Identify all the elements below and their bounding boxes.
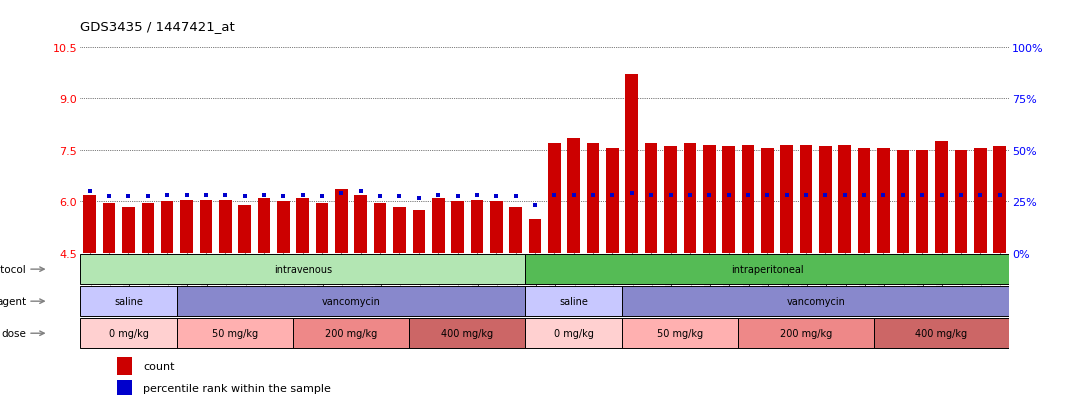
- Text: 0 mg/kg: 0 mg/kg: [554, 328, 594, 338]
- Text: 200 mg/kg: 200 mg/kg: [325, 328, 377, 338]
- Text: protocol: protocol: [0, 264, 27, 275]
- Bar: [161, 202, 173, 254]
- FancyBboxPatch shape: [874, 319, 1009, 348]
- Bar: [703, 145, 716, 254]
- Text: 50 mg/kg: 50 mg/kg: [211, 328, 258, 338]
- Bar: [117, 380, 132, 395]
- Bar: [684, 144, 696, 254]
- Bar: [916, 150, 928, 254]
- Bar: [219, 200, 232, 254]
- Bar: [722, 147, 735, 254]
- Text: agent: agent: [0, 297, 27, 306]
- Bar: [858, 149, 870, 254]
- FancyBboxPatch shape: [525, 255, 1009, 284]
- Bar: [529, 219, 541, 254]
- FancyBboxPatch shape: [525, 319, 622, 348]
- Text: vancomycin: vancomycin: [321, 297, 380, 306]
- Bar: [238, 205, 251, 254]
- Bar: [412, 211, 425, 254]
- Bar: [664, 147, 677, 254]
- Bar: [297, 199, 309, 254]
- FancyBboxPatch shape: [80, 287, 177, 316]
- Bar: [471, 200, 483, 254]
- Bar: [838, 145, 851, 254]
- Bar: [548, 144, 561, 254]
- Bar: [877, 149, 890, 254]
- Bar: [335, 190, 348, 254]
- Text: 400 mg/kg: 400 mg/kg: [915, 328, 968, 338]
- Bar: [781, 145, 792, 254]
- Bar: [117, 357, 132, 375]
- FancyBboxPatch shape: [738, 319, 874, 348]
- Bar: [645, 144, 658, 254]
- Bar: [316, 204, 328, 254]
- Text: dose: dose: [1, 328, 27, 338]
- Text: intravenous: intravenous: [273, 264, 332, 275]
- Bar: [431, 199, 444, 254]
- Bar: [355, 195, 367, 254]
- Bar: [607, 149, 618, 254]
- Bar: [896, 150, 909, 254]
- FancyBboxPatch shape: [177, 287, 525, 316]
- FancyBboxPatch shape: [80, 255, 525, 284]
- FancyBboxPatch shape: [409, 319, 525, 348]
- FancyBboxPatch shape: [622, 319, 738, 348]
- FancyBboxPatch shape: [293, 319, 409, 348]
- Text: 0 mg/kg: 0 mg/kg: [109, 328, 148, 338]
- Bar: [800, 145, 813, 254]
- Bar: [277, 202, 289, 254]
- Bar: [142, 204, 154, 254]
- Bar: [257, 199, 270, 254]
- Bar: [955, 150, 968, 254]
- Bar: [741, 145, 754, 254]
- Bar: [509, 207, 522, 254]
- Bar: [200, 200, 213, 254]
- FancyBboxPatch shape: [622, 287, 1009, 316]
- Bar: [761, 149, 773, 254]
- Bar: [83, 195, 96, 254]
- Bar: [819, 147, 832, 254]
- Bar: [103, 204, 115, 254]
- Bar: [490, 202, 503, 254]
- Bar: [993, 147, 1006, 254]
- Text: intraperitoneal: intraperitoneal: [731, 264, 803, 275]
- Text: GDS3435 / 1447421_at: GDS3435 / 1447421_at: [80, 20, 235, 33]
- Text: vancomycin: vancomycin: [786, 297, 845, 306]
- Bar: [567, 138, 580, 254]
- Bar: [393, 207, 406, 254]
- Text: 200 mg/kg: 200 mg/kg: [780, 328, 832, 338]
- Text: percentile rank within the sample: percentile rank within the sample: [143, 383, 331, 393]
- Bar: [374, 204, 387, 254]
- Bar: [626, 75, 638, 254]
- Text: 400 mg/kg: 400 mg/kg: [441, 328, 493, 338]
- Bar: [180, 200, 193, 254]
- Text: saline: saline: [114, 297, 143, 306]
- Bar: [974, 149, 987, 254]
- Bar: [452, 202, 464, 254]
- Bar: [936, 142, 947, 254]
- FancyBboxPatch shape: [80, 319, 177, 348]
- Bar: [586, 144, 599, 254]
- FancyBboxPatch shape: [177, 319, 293, 348]
- Text: count: count: [143, 361, 175, 371]
- FancyBboxPatch shape: [525, 287, 622, 316]
- Bar: [122, 207, 135, 254]
- Text: saline: saline: [560, 297, 588, 306]
- Text: 50 mg/kg: 50 mg/kg: [657, 328, 703, 338]
